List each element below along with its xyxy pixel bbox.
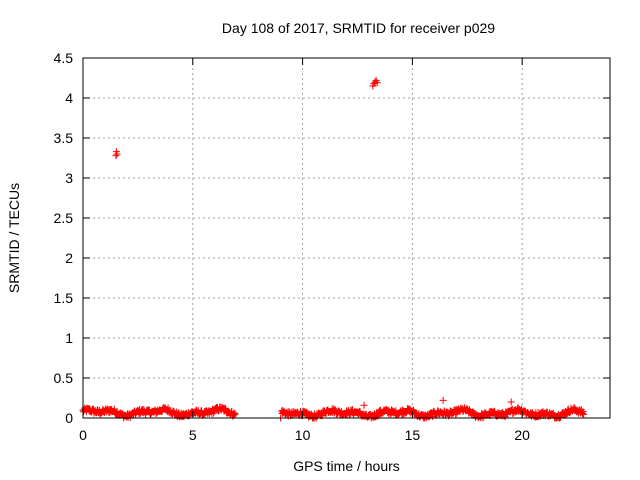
data-point <box>578 409 586 417</box>
data-point <box>507 398 515 406</box>
data-point <box>577 406 585 414</box>
chart-title: Day 108 of 2017, SRMTID for receiver p02… <box>222 20 495 36</box>
chart-grid <box>83 58 610 418</box>
data-point <box>210 409 218 417</box>
y-tick-label: 2 <box>65 250 73 266</box>
data-point <box>230 409 238 417</box>
y-tick-label: 0.5 <box>54 370 74 386</box>
data-point <box>113 150 121 158</box>
chart-ticks: 0 0.5 1 1.5 2 2.5 3 3.5 4 4.5 0 5 10 15 20 <box>54 50 610 443</box>
data-point <box>580 410 588 418</box>
data-point <box>373 79 381 87</box>
x-tick-label: 15 <box>405 427 421 443</box>
y-tick-label: 1.5 <box>54 290 74 306</box>
data-point <box>360 401 368 409</box>
y-tick-label: 3.5 <box>54 130 74 146</box>
x-tick-label: 20 <box>514 427 530 443</box>
data-point <box>231 410 239 418</box>
x-tick-label: 0 <box>79 427 87 443</box>
y-tick-label: 3 <box>65 170 73 186</box>
data-point <box>221 405 229 413</box>
x-tick-label: 5 <box>189 427 197 443</box>
y-tick-label: 1 <box>65 330 73 346</box>
data-point <box>439 396 447 404</box>
x-tick-label: 10 <box>295 427 311 443</box>
chart-plot-area <box>79 76 588 422</box>
y-tick-label: 2.5 <box>54 210 74 226</box>
y-axis-label: SRMTID / TECUs <box>6 183 22 293</box>
y-tick-label: 4.5 <box>54 50 74 66</box>
y-tick-label: 4 <box>65 90 73 106</box>
x-axis-label: GPS time / hours <box>293 458 400 474</box>
chart-frame <box>82 57 611 419</box>
data-point <box>452 410 460 418</box>
data-point <box>231 410 239 418</box>
y-tick-label: 0 <box>65 410 73 426</box>
data-point <box>469 408 477 416</box>
